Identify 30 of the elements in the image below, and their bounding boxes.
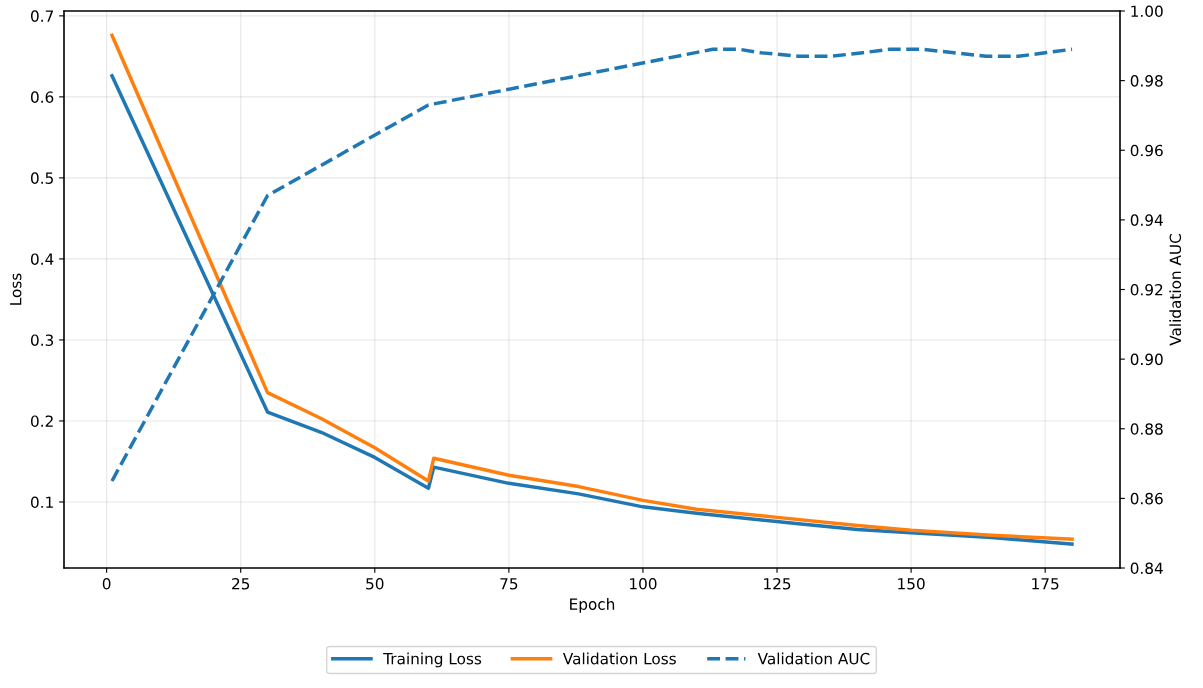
y2-tick-label: 0.86 — [1130, 492, 1163, 505]
y2-tick-label: 0.92 — [1130, 283, 1163, 296]
y-tick-label: 0.1 — [30, 496, 53, 508]
y-tick-label: 0.2 — [30, 415, 53, 427]
legend-label: Validation AUC — [757, 652, 870, 665]
y-tick-label: 0.3 — [30, 334, 54, 346]
y2-tick-label: 0.94 — [1130, 214, 1163, 226]
y-tick-label: 0.5 — [30, 172, 53, 184]
x-tick-label: 150 — [898, 577, 925, 590]
x-tick-label: 0 — [102, 577, 111, 590]
y2-tick-label: 0.98 — [1130, 75, 1163, 87]
legend-label: Training Loss — [383, 652, 482, 668]
x-axis-title: Epoch — [570, 598, 615, 613]
y-axis-title: Loss — [10, 273, 22, 305]
x-tick-label: 175 — [1032, 578, 1059, 590]
x-tick-label: 125 — [764, 577, 791, 590]
y2-tick-label: 0.88 — [1130, 423, 1163, 435]
y-tick-label: 0.7 — [30, 10, 53, 22]
x-tick-label: 100 — [630, 577, 657, 590]
y2-tick-label: 1.00 — [1131, 5, 1163, 18]
y-tick-label: 0.6 — [30, 91, 54, 103]
x-tick-label: 75 — [500, 578, 518, 590]
legend-label: Validation Loss — [562, 652, 676, 665]
x-tick-label: 25 — [232, 577, 250, 590]
x-tick-label: 50 — [366, 577, 384, 590]
y2-tick-label: 0.90 — [1130, 353, 1163, 366]
y2-tick-label: 0.84 — [1130, 562, 1163, 575]
y-tick-label: 0.4 — [30, 253, 54, 265]
y2-axis-title: Validation AUC — [1169, 234, 1182, 346]
y2-tick-label: 0.96 — [1130, 144, 1163, 157]
